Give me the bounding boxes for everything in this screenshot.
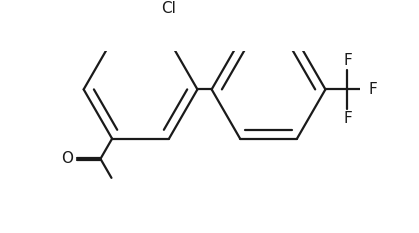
Text: F: F (369, 82, 378, 97)
Text: Cl: Cl (162, 1, 176, 16)
Text: F: F (343, 53, 352, 68)
Text: F: F (343, 111, 352, 126)
Text: O: O (61, 151, 73, 166)
